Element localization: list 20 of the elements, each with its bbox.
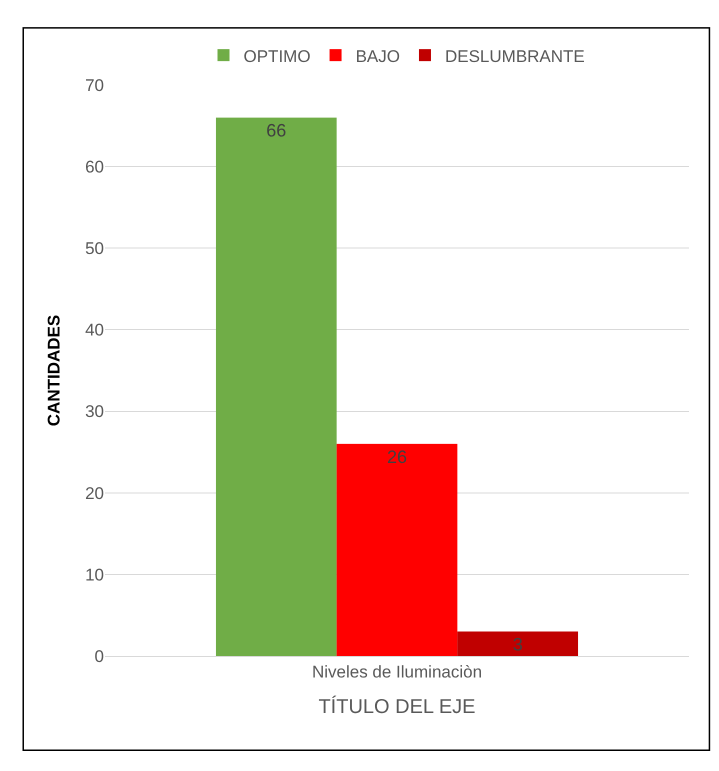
y-tick-label: 70 bbox=[85, 76, 104, 95]
y-axis-title: CANTIDADES bbox=[44, 314, 64, 426]
y-tick-label: 60 bbox=[85, 158, 104, 177]
y-tick-label: 50 bbox=[85, 239, 104, 258]
data-label: 3 bbox=[512, 634, 523, 655]
bar bbox=[457, 632, 578, 656]
legend-label: OPTIMO bbox=[244, 46, 311, 66]
x-axis-title: TÍTULO DEL EJE bbox=[318, 694, 476, 718]
y-tick-label: 10 bbox=[85, 565, 104, 584]
data-label: 66 bbox=[266, 120, 286, 141]
legend-label: DESLUMBRANTE bbox=[444, 46, 585, 66]
y-tick-label: 0 bbox=[94, 646, 104, 666]
legend-label: BAJO bbox=[356, 46, 400, 66]
x-tick-label: Niveles de Iluminaciòn bbox=[312, 662, 482, 682]
bar bbox=[336, 444, 458, 656]
y-tick-label: 40 bbox=[85, 320, 104, 340]
y-tick-label: 30 bbox=[85, 402, 104, 422]
bar bbox=[216, 118, 337, 656]
y-tick-label: 20 bbox=[85, 484, 104, 503]
data-label: 26 bbox=[386, 446, 408, 467]
